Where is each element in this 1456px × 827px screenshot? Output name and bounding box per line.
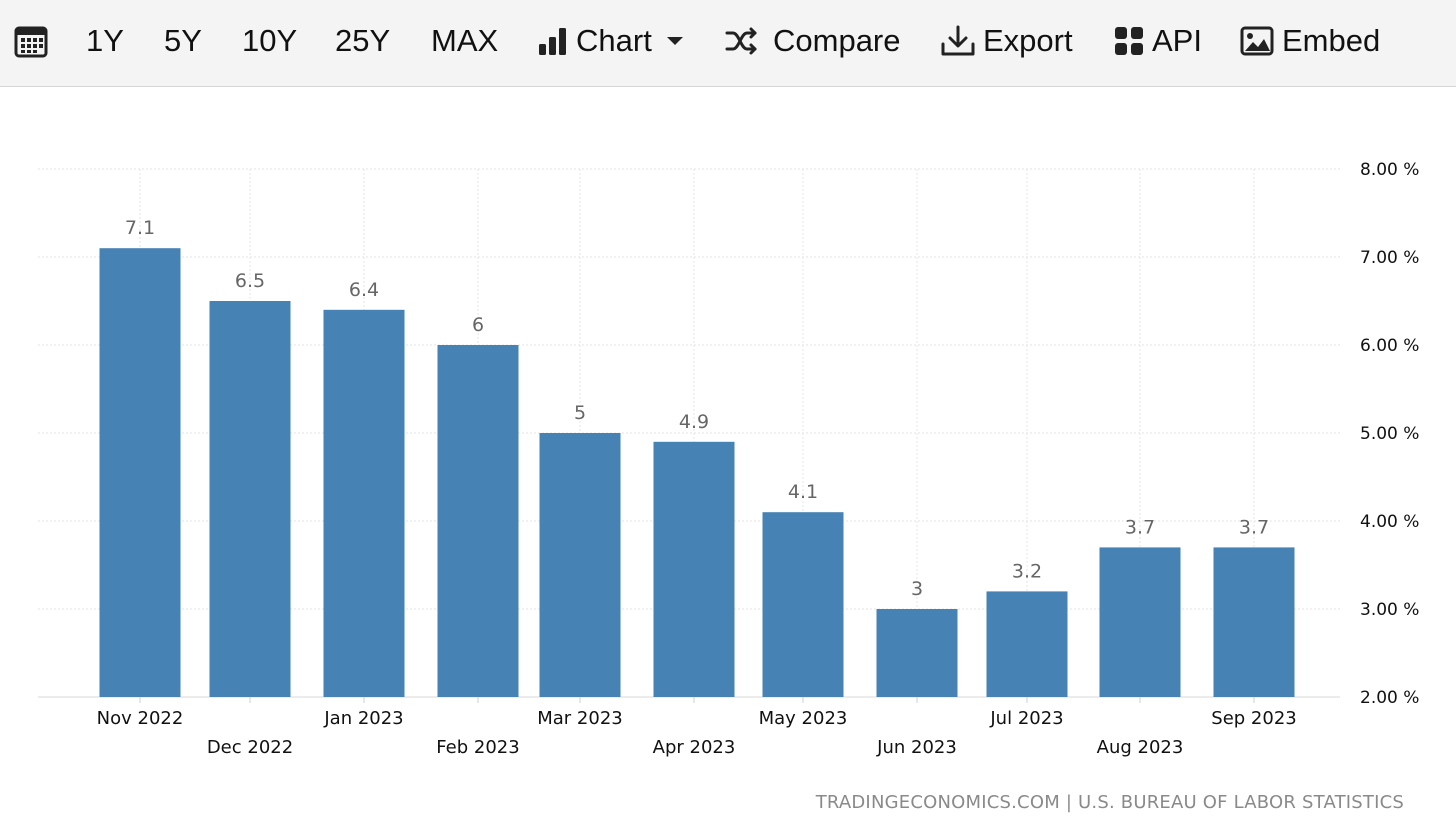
data-label: 3.2 xyxy=(1012,560,1042,582)
y-tick-label: 6.00 % xyxy=(1360,336,1419,356)
data-label: 6.4 xyxy=(349,279,379,301)
bar xyxy=(323,309,405,697)
data-label: 3 xyxy=(911,578,923,600)
range-1y-button[interactable]: 1Y xyxy=(86,23,124,58)
chart-type-label: Chart xyxy=(576,23,652,58)
compare-button[interactable]: Compare xyxy=(725,18,901,64)
range-25y-button[interactable]: 25Y xyxy=(335,23,391,58)
calendar-icon xyxy=(14,24,48,58)
bar xyxy=(762,512,844,697)
y-tick-label: 4.00 % xyxy=(1360,512,1419,532)
bar xyxy=(209,301,291,697)
x-tick-label: Jan 2023 xyxy=(323,708,403,729)
x-tick-label: Feb 2023 xyxy=(436,737,519,758)
calendar-button[interactable] xyxy=(14,18,48,64)
y-tick-label: 8.00 % xyxy=(1360,160,1419,180)
chart-type-dropdown[interactable]: Chart xyxy=(538,18,684,64)
data-label: 7.1 xyxy=(125,217,155,239)
bar xyxy=(539,433,621,697)
range-max-button[interactable]: MAX xyxy=(431,23,499,58)
image-icon xyxy=(1240,26,1274,56)
toolbar: 1Y 5Y 10Y 25Y MAX Chart Compare Expor xyxy=(0,0,1456,87)
x-tick-label: Sep 2023 xyxy=(1211,708,1296,729)
export-label: Export xyxy=(983,23,1073,58)
embed-label: Embed xyxy=(1282,23,1381,58)
data-label: 4.9 xyxy=(679,411,709,433)
api-label: API xyxy=(1152,23,1202,58)
bar-chart: 2.00 % 3.00 % 4.00 % 5.00 % 6.00 % 7.00 % 8.00… xyxy=(38,160,1419,758)
api-button[interactable]: API xyxy=(1114,18,1202,64)
data-label: 4.1 xyxy=(788,481,818,503)
range-5y-button[interactable]: 5Y xyxy=(164,23,202,58)
x-tick-label: Aug 2023 xyxy=(1097,737,1184,758)
data-label: 6 xyxy=(472,314,484,336)
shuffle-icon xyxy=(725,26,759,56)
data-label: 3.7 xyxy=(1125,516,1155,538)
bar xyxy=(1213,547,1295,697)
chart-area: 2.00 % 3.00 % 4.00 % 5.00 % 6.00 % 7.00 % 8.00… xyxy=(0,88,1456,827)
bar xyxy=(653,441,735,697)
chevron-down-icon xyxy=(666,35,684,47)
x-tick-label: Apr 2023 xyxy=(653,737,736,758)
bar xyxy=(876,609,958,697)
x-tick-label: May 2023 xyxy=(759,708,848,729)
y-tick-label: 2.00 % xyxy=(1360,688,1419,708)
x-tick-label: Jul 2023 xyxy=(989,708,1063,729)
bar xyxy=(99,248,181,697)
bar xyxy=(437,345,519,697)
grid-icon xyxy=(1114,26,1144,56)
bar xyxy=(986,591,1068,697)
data-label: 6.5 xyxy=(235,270,265,292)
y-tick-label: 7.00 % xyxy=(1360,248,1419,268)
bar-chart-icon xyxy=(538,26,568,56)
x-tick-label: Jun 2023 xyxy=(876,737,957,758)
y-tick-label: 3.00 % xyxy=(1360,600,1419,620)
embed-button[interactable]: Embed xyxy=(1240,18,1380,64)
data-label: 3.7 xyxy=(1239,516,1269,538)
download-icon xyxy=(941,25,975,57)
range-10y-button[interactable]: 10Y xyxy=(242,23,298,58)
x-tick-label: Dec 2022 xyxy=(207,737,293,758)
x-tick-label: Mar 2023 xyxy=(537,708,623,729)
bar xyxy=(1099,547,1181,697)
source-credit: TRADINGECONOMICS.COM | U.S. BUREAU OF LA… xyxy=(815,792,1404,813)
y-tick-label: 5.00 % xyxy=(1360,424,1419,444)
compare-label: Compare xyxy=(773,23,901,58)
export-button[interactable]: Export xyxy=(941,18,1073,64)
x-tick-label: Nov 2022 xyxy=(97,708,184,729)
data-label: 5 xyxy=(574,402,586,424)
